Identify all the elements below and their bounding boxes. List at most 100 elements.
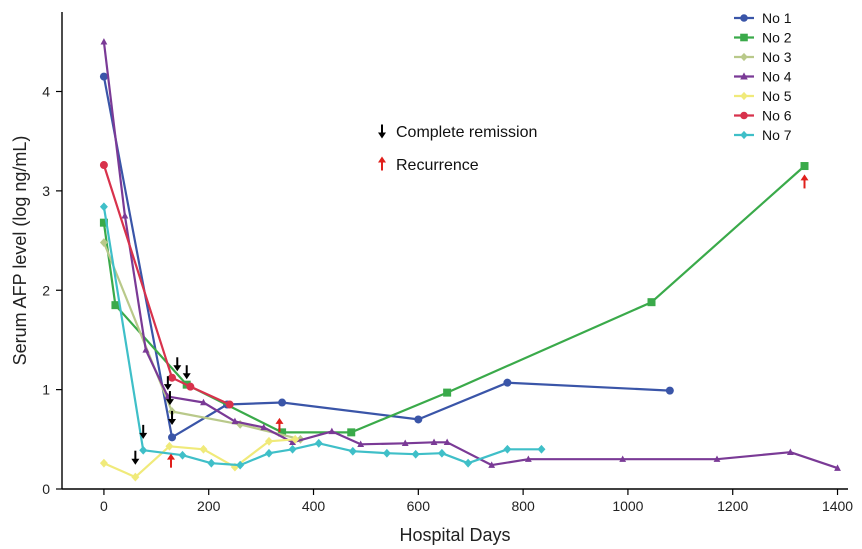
arrow-head <box>378 156 386 163</box>
arrow-head <box>166 453 175 460</box>
arrow-head <box>800 174 809 181</box>
data-point <box>411 449 420 459</box>
y-tick-label: 3 <box>42 183 50 199</box>
data-point <box>430 438 438 446</box>
legend-entry: No 3 <box>734 49 792 65</box>
data-point <box>236 420 245 429</box>
legend-entry: No 5 <box>734 88 792 104</box>
legend-entry: No 4 <box>734 69 792 85</box>
arrow-head <box>168 418 177 425</box>
arrow-head <box>163 384 172 391</box>
legend-marker <box>740 33 748 42</box>
recurrence-arrow <box>166 453 175 468</box>
legend-label: No 6 <box>762 108 792 124</box>
series-6 <box>99 161 234 409</box>
axes: 0 200 400 600 800 1000 1200 1400 0 1 2 3 4 Hospital… <box>10 12 853 545</box>
data-point <box>713 455 721 462</box>
legend-marker <box>740 72 748 80</box>
data-point <box>225 400 234 409</box>
data-point <box>443 388 452 397</box>
remission-arrow <box>182 365 191 380</box>
data-point <box>278 398 287 407</box>
data-point <box>260 423 268 431</box>
remission-arrow <box>168 410 177 425</box>
data-point <box>834 464 841 471</box>
data-point <box>131 472 140 482</box>
data-point <box>537 444 546 454</box>
series-lines <box>99 38 841 482</box>
data-point <box>414 415 423 424</box>
legend-entry: No 7 <box>734 127 792 143</box>
series-3 <box>99 238 305 444</box>
data-point <box>165 441 174 451</box>
data-point <box>264 448 273 458</box>
data-point <box>328 427 336 435</box>
legend-label: No 5 <box>762 88 792 104</box>
x-tick-label: 1200 <box>717 498 748 514</box>
arrow-head <box>182 373 191 380</box>
y-tick-label: 1 <box>42 382 50 398</box>
legend-label: No 3 <box>762 49 792 65</box>
x-tick-label: 1000 <box>612 498 643 514</box>
y-axis-ticks: 0 1 2 3 4 <box>42 84 62 497</box>
data-point <box>488 461 496 468</box>
remission-arrow <box>163 376 172 391</box>
x-tick-label: 600 <box>407 498 431 514</box>
event-legend-label: Complete remission <box>396 124 537 141</box>
series-line <box>102 41 838 470</box>
data-point <box>437 448 446 458</box>
series-2 <box>99 162 809 437</box>
arrow-head <box>139 432 148 439</box>
legend-label: No 1 <box>762 10 792 26</box>
data-point <box>186 382 195 391</box>
x-tick-label: 200 <box>197 498 221 514</box>
data-point <box>443 438 451 446</box>
data-point <box>264 436 273 446</box>
data-point <box>231 417 239 425</box>
data-point <box>99 218 108 227</box>
y-tick-label: 4 <box>42 84 50 100</box>
data-point <box>357 440 365 448</box>
data-point <box>99 72 108 81</box>
arrow-head <box>275 417 284 424</box>
data-point <box>619 455 627 462</box>
series-line <box>102 165 806 434</box>
event-legend-label: Recurrence <box>396 157 479 174</box>
legend-marker <box>740 52 748 62</box>
data-point <box>121 211 129 219</box>
remission-arrow <box>131 450 140 465</box>
legend-entry: No 2 <box>734 30 792 46</box>
data-point <box>278 428 287 437</box>
series-line <box>102 164 231 406</box>
data-point <box>200 398 207 406</box>
data-point <box>199 444 208 454</box>
legend-label: No 2 <box>762 30 792 46</box>
data-point <box>665 386 674 395</box>
remission-arrow <box>165 391 174 406</box>
event-legend: Complete remission Recurrence <box>378 124 537 174</box>
series-legend: No 1 No 2 No 3 No 4 No 5 No 6 No 7 <box>734 10 792 143</box>
data-point <box>348 446 357 456</box>
data-point <box>647 298 656 307</box>
x-tick-label: 800 <box>511 498 535 514</box>
legend-entry: No 6 <box>734 108 792 124</box>
remission-legend-arrow <box>378 124 386 139</box>
data-point <box>786 448 794 455</box>
y-axis-title: Serum AFP level (log ng/mL) <box>10 136 30 366</box>
legend-label: No 4 <box>762 69 792 85</box>
data-point <box>168 373 177 382</box>
data-point <box>111 301 120 310</box>
arrow-head <box>131 458 140 465</box>
data-point <box>289 438 296 446</box>
data-point <box>168 433 177 442</box>
legend-marker <box>740 14 748 22</box>
x-axis-ticks: 0 200 400 600 800 1000 1200 1400 <box>100 489 853 514</box>
recurrence-arrow <box>275 417 284 432</box>
data-point <box>503 444 512 454</box>
x-tick-label: 400 <box>302 498 326 514</box>
y-tick-label: 0 <box>42 481 50 497</box>
remission-arrow <box>173 357 182 372</box>
data-point <box>207 458 216 468</box>
series-1 <box>99 72 674 442</box>
legend-marker <box>740 111 748 120</box>
